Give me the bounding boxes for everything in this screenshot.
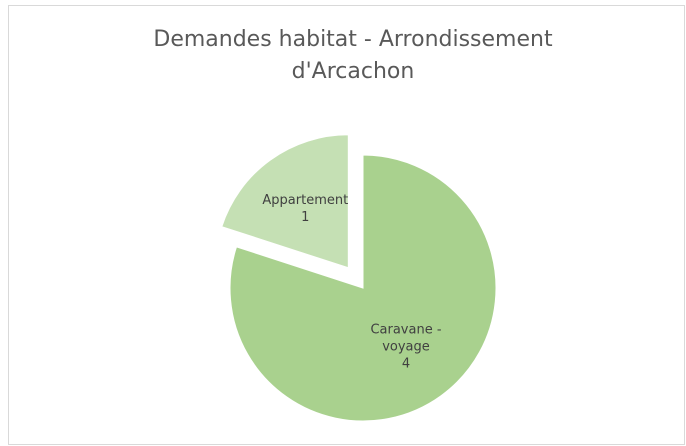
pie-slice — [221, 134, 349, 269]
label-value: 4 — [401, 356, 411, 372]
chart-frame — [8, 5, 685, 445]
pie-slice — [229, 154, 497, 422]
data-label: Caravane - voyage 4 — [361, 322, 451, 373]
label-value: 1 — [301, 209, 310, 225]
label-category: Caravane - voyage — [370, 322, 442, 355]
data-label: Appartement 1 — [260, 192, 350, 226]
label-category: Appartement — [262, 192, 349, 208]
chart-title: Demandes habitat - Arrondissement d'Arca… — [153, 27, 553, 84]
